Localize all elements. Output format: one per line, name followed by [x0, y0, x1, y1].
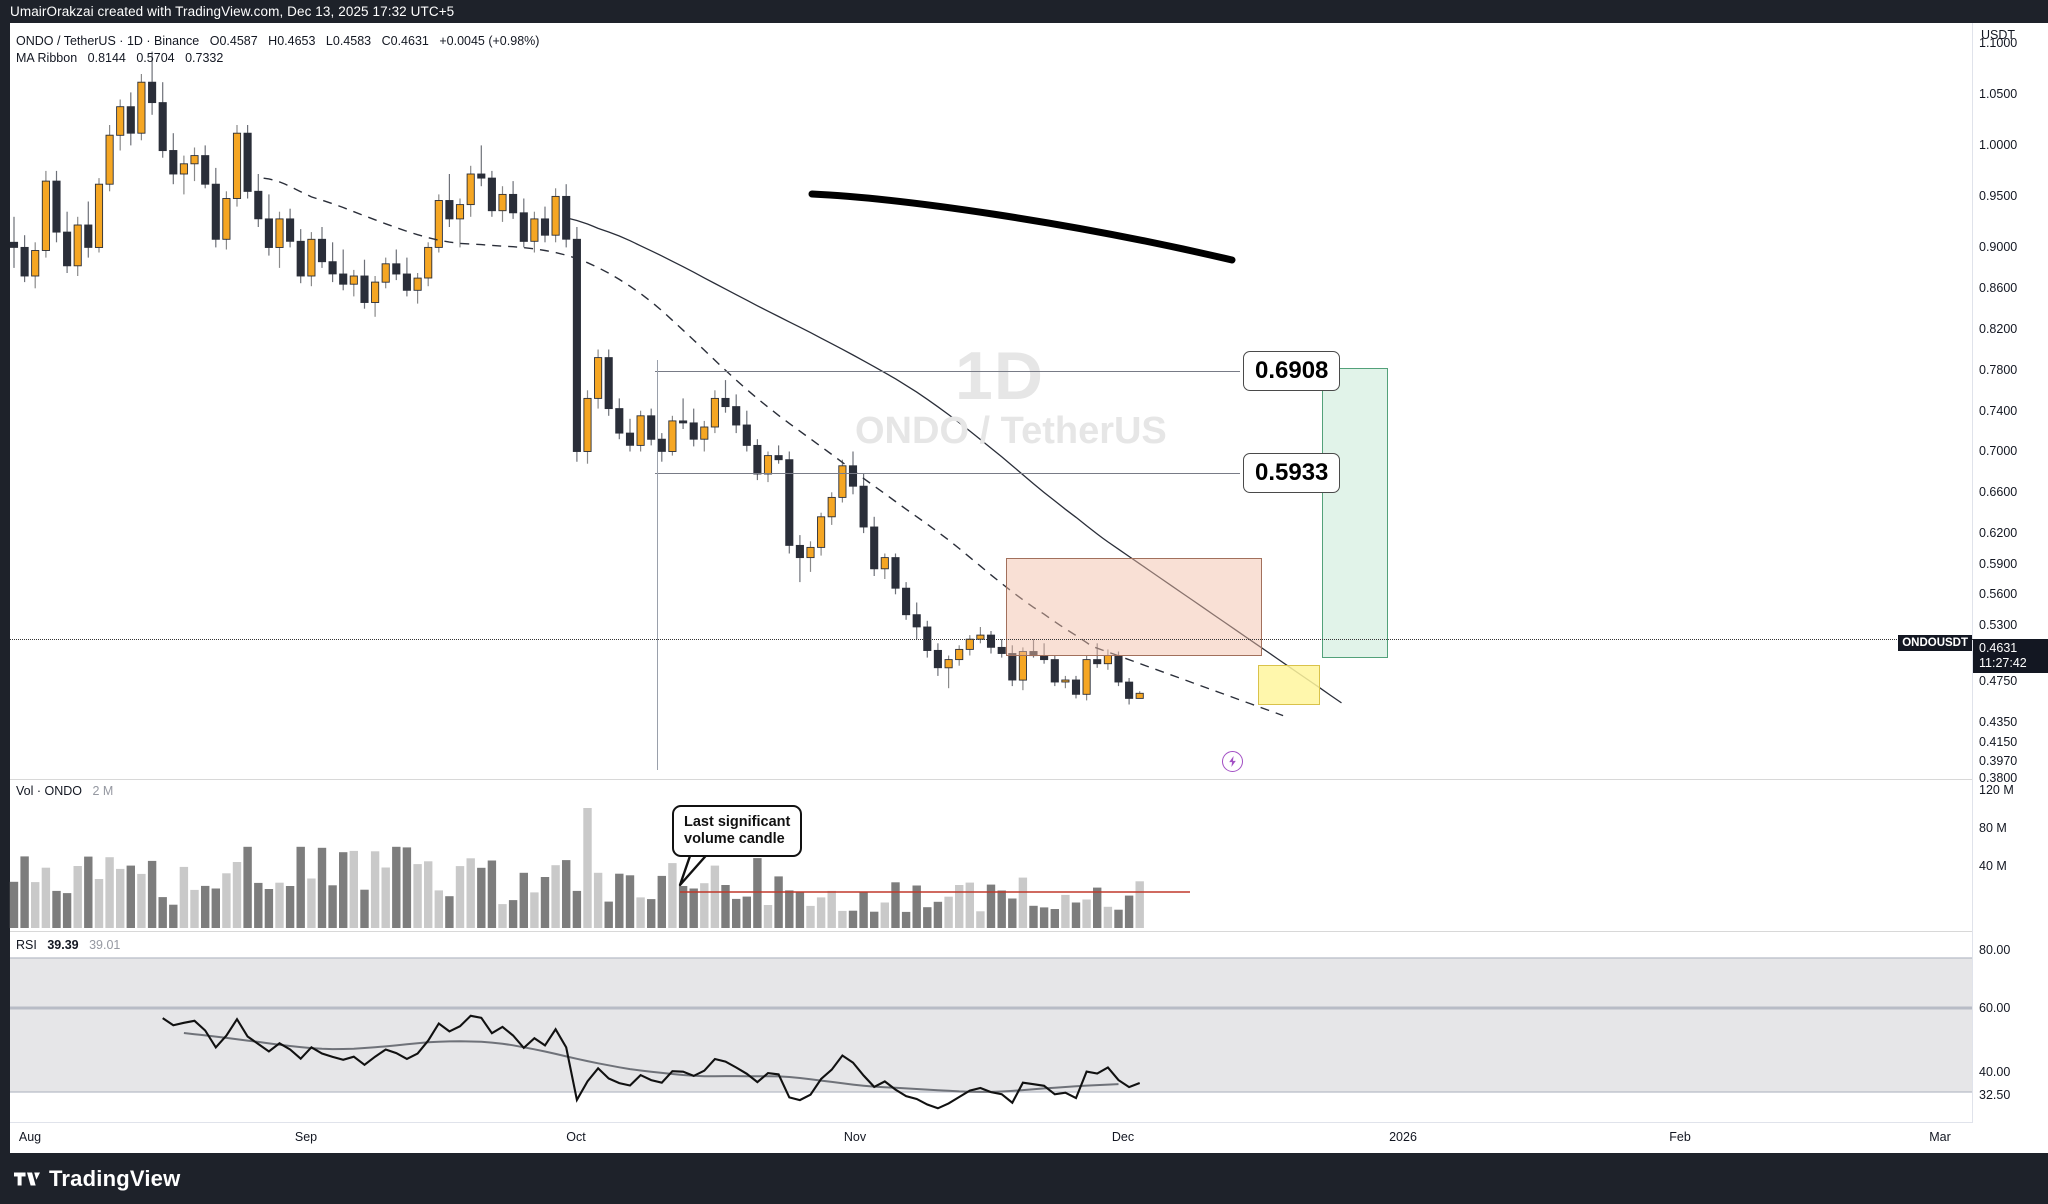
volume-legend[interactable]: Vol · ONDO 2 M: [16, 784, 113, 798]
entry-zone-box[interactable]: [1258, 665, 1320, 705]
volume-tick: 40 M: [1979, 859, 2007, 873]
legend-change: +0.0045 (+0.98%): [439, 34, 540, 48]
price-tick: 0.6600: [1979, 485, 2018, 500]
ma-ribbon-value-1: 0.8144: [87, 51, 126, 65]
resistance-price-tag[interactable]: 0.6908: [1243, 351, 1341, 391]
rsi-tick: 40.00: [1979, 1065, 2011, 1079]
price-scale-unit: USDT: [1981, 28, 2016, 42]
vertical-marker-line: [657, 360, 658, 770]
last-price-countdown: 11:27:42: [1979, 656, 2027, 670]
price-tick: 0.6200: [1979, 526, 2018, 541]
price-tick: 0.5900: [1979, 556, 2018, 571]
legend-exchange: Binance: [154, 34, 200, 48]
candlestick-series: [9, 51, 1144, 705]
price-tick: 0.7800: [1979, 362, 2018, 377]
tradingview-logo[interactable]: TradingView: [14, 1166, 180, 1192]
price-scale[interactable]: USDT 1.1000 1.0500 1.0000 0.9500 0.9000 0.860…: [1972, 23, 2048, 1153]
price-legend[interactable]: ONDO / TetherUS · 1D · Binance O0.4587 H…: [16, 34, 540, 48]
price-tick: 0.4350: [1979, 714, 2018, 729]
price-tick: 0.8200: [1979, 322, 2018, 337]
price-tick: 1.0000: [1979, 138, 2018, 153]
rsi-tick: 32.50: [1979, 1088, 2011, 1102]
price-tick: 0.7000: [1979, 444, 2018, 459]
attribution-text: UmairOrakzai created with TradingView.co…: [10, 4, 455, 19]
lightning-bolt-icon[interactable]: [1222, 751, 1243, 772]
rsi-moving-average-line: [183, 1032, 1119, 1093]
price-tick: 0.5300: [1979, 617, 2018, 632]
rsi-legend[interactable]: RSI 39.39 39.01: [16, 938, 120, 952]
price-tick: 0.3970: [1979, 753, 2018, 768]
price-tick: 0.4750: [1979, 674, 2018, 689]
left-toolbar-rail: [0, 23, 10, 1153]
ma-ribbon-title[interactable]: MA Ribbon: [16, 51, 78, 65]
ma-ribbon-value-3: 0.7332: [185, 51, 224, 65]
volume-tick: 120 M: [1979, 783, 2014, 797]
rsi-legend-title[interactable]: RSI: [16, 938, 37, 952]
legend-close: C0.4631: [381, 34, 429, 48]
price-tick: 0.4150: [1979, 735, 2018, 750]
volume-bars: [9, 808, 1144, 928]
watermark-symbol: ONDO / TetherUS: [855, 410, 1167, 452]
price-tick: 0.9500: [1979, 189, 2018, 204]
price-tick: 0.8600: [1979, 281, 2018, 296]
footer-bar: [0, 1153, 2048, 1204]
time-scale[interactable]: Aug Sep Oct Nov Dec 2026 Feb Mar: [10, 1122, 1973, 1154]
rsi-legend-ma-value: 39.01: [89, 938, 121, 952]
time-tick: Oct: [566, 1130, 586, 1144]
attribution-bar: UmairOrakzai created with TradingView.co…: [0, 0, 2048, 23]
last-price-value: 0.4631: [1979, 641, 2018, 655]
symbol-price-tag[interactable]: ONDOUSDT: [1898, 635, 1972, 651]
price-tick: 0.7400: [1979, 403, 2018, 418]
legend-interval[interactable]: 1D: [126, 34, 143, 48]
hand-drawn-trendline[interactable]: [808, 190, 1236, 264]
rsi-legend-value: 39.39: [47, 938, 79, 952]
price-tick: 1.1000: [1979, 36, 2018, 51]
time-tick: 2026: [1389, 1130, 1417, 1144]
volume-callout[interactable]: Last significant volume candle: [672, 805, 803, 857]
price-volume-separator: [10, 779, 1973, 780]
callout-line-2: volume candle: [684, 831, 785, 847]
time-tick: Dec: [1111, 1130, 1135, 1144]
watermark-interval: 1D: [955, 338, 1044, 414]
last-price-badge[interactable]: 0.4631 11:27:42: [1973, 639, 2048, 673]
time-tick: Nov: [843, 1130, 867, 1144]
support-price-tag[interactable]: 0.5933: [1243, 453, 1341, 493]
time-tick: Aug: [18, 1130, 42, 1144]
target-zone-box[interactable]: [1322, 368, 1388, 658]
time-tick: Feb: [1669, 1130, 1691, 1144]
rsi-line: [162, 1014, 1141, 1110]
callout-line-1: Last significant: [684, 814, 791, 830]
rsi-tick: 60.00: [1979, 1001, 2011, 1015]
resistance-line[interactable]: [655, 371, 1240, 372]
volume-rsi-separator: [10, 931, 1973, 932]
price-tick: 0.9000: [1979, 240, 2018, 255]
legend-low: L0.4583: [325, 34, 372, 48]
ma-ribbon-legend[interactable]: MA Ribbon 0.8144 0.5704 0.7332: [16, 51, 223, 65]
price-tick: 0.3800: [1979, 770, 2018, 785]
legend-symbol[interactable]: ONDO / TetherUS: [16, 34, 116, 48]
tradingview-mark-icon: [14, 1170, 40, 1188]
legend-open: O0.4587: [209, 34, 258, 48]
price-tick: 0.5600: [1979, 587, 2018, 602]
ma-ribbon-value-2: 0.5704: [136, 51, 175, 65]
price-tick: 1.0500: [1979, 87, 2018, 102]
support-line[interactable]: [655, 473, 1240, 474]
volume-tick: 80 M: [1979, 821, 2007, 835]
time-tick: Mar: [1929, 1130, 1951, 1144]
volume-legend-title[interactable]: Vol · ONDO: [16, 784, 82, 798]
consolidation-range-box[interactable]: [1006, 558, 1262, 656]
legend-high: H0.4653: [268, 34, 316, 48]
rsi-band: [10, 958, 1973, 1092]
last-price-line: [10, 639, 1973, 640]
tradingview-wordmark: TradingView: [49, 1166, 181, 1191]
time-tick: Sep: [294, 1130, 318, 1144]
rsi-tick: 80.00: [1979, 943, 2011, 957]
volume-legend-value: 2 M: [92, 784, 114, 798]
